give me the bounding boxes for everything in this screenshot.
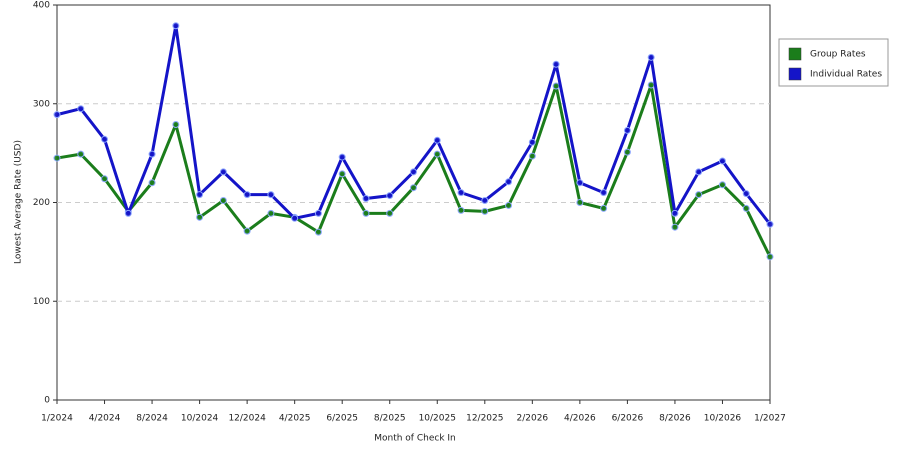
point [671, 209, 679, 217]
point [766, 253, 774, 261]
point [410, 168, 417, 176]
point [53, 154, 61, 162]
point [291, 214, 299, 222]
point [742, 190, 750, 198]
point [172, 120, 180, 128]
point [267, 209, 275, 217]
point [552, 60, 560, 68]
point [718, 181, 726, 189]
x-tick-label: 10/2024 [181, 414, 219, 424]
y-tick-label: 100 [33, 297, 50, 307]
point [600, 204, 608, 212]
point [457, 189, 465, 197]
point [481, 207, 489, 215]
point [576, 199, 584, 206]
point [718, 157, 726, 165]
y-tick-label: 0 [44, 396, 50, 406]
x-tick-label: 4/2025 [279, 414, 311, 424]
legend-swatch [788, 67, 802, 81]
x-tick-label: 4/2026 [564, 414, 596, 424]
point [552, 82, 560, 90]
point [600, 189, 608, 197]
x-tick-label: 1/2027 [754, 414, 786, 424]
legend-label: Individual Rates [810, 70, 882, 80]
point [647, 81, 655, 89]
point [623, 126, 631, 134]
point [362, 209, 370, 217]
x-tick-label: 10/2025 [419, 414, 456, 424]
point [101, 175, 109, 183]
point [219, 168, 227, 176]
point [410, 184, 417, 192]
point [695, 191, 703, 199]
point [148, 179, 156, 187]
y-tick-label: 400 [33, 1, 50, 11]
x-tick-label: 8/2024 [136, 414, 168, 424]
x-tick-label: 6/2026 [612, 414, 644, 424]
point [267, 191, 275, 199]
point [505, 178, 513, 186]
point [623, 148, 631, 156]
point [576, 179, 584, 187]
point [386, 192, 394, 200]
point [196, 191, 204, 199]
x-tick-label: 12/2024 [228, 414, 266, 424]
point [243, 227, 251, 235]
point [528, 152, 536, 160]
point [433, 150, 441, 158]
point [671, 223, 679, 231]
point [528, 138, 536, 146]
y-tick-label: 300 [33, 99, 50, 109]
point [219, 197, 227, 205]
x-tick-label: 8/2026 [659, 414, 691, 424]
point [695, 168, 703, 176]
point [124, 209, 132, 217]
x-axis-title: Month of Check In [374, 434, 456, 444]
y-axis-title: Lowest Average Rate (USD) [14, 140, 24, 264]
point [362, 195, 370, 203]
point [77, 150, 85, 158]
point [338, 170, 346, 178]
point [148, 150, 156, 158]
x-tick-label: 12/2025 [466, 414, 503, 424]
point [647, 53, 655, 61]
point [742, 204, 750, 212]
point [386, 209, 394, 217]
x-tick-label: 8/2025 [374, 414, 406, 424]
x-tick-label: 1/2024 [41, 414, 73, 424]
x-tick-label: 6/2025 [326, 414, 358, 424]
x-tick-label: 10/2026 [704, 414, 742, 424]
point [481, 197, 489, 205]
point [505, 201, 513, 209]
point [433, 136, 441, 144]
point [457, 206, 465, 214]
legend-swatch [788, 47, 802, 61]
series-line [56, 24, 772, 226]
point [53, 111, 61, 119]
point [243, 191, 251, 199]
x-tick-label: 2/2026 [516, 414, 548, 424]
point [314, 228, 322, 236]
point [101, 135, 109, 143]
point [77, 105, 85, 113]
legend-label: Group Rates [810, 50, 866, 60]
x-tick-label: 4/2024 [89, 414, 121, 424]
point [338, 153, 346, 161]
y-tick-label: 200 [33, 198, 50, 208]
point [172, 22, 180, 30]
point [196, 213, 204, 221]
point [314, 209, 322, 217]
point [766, 220, 774, 228]
